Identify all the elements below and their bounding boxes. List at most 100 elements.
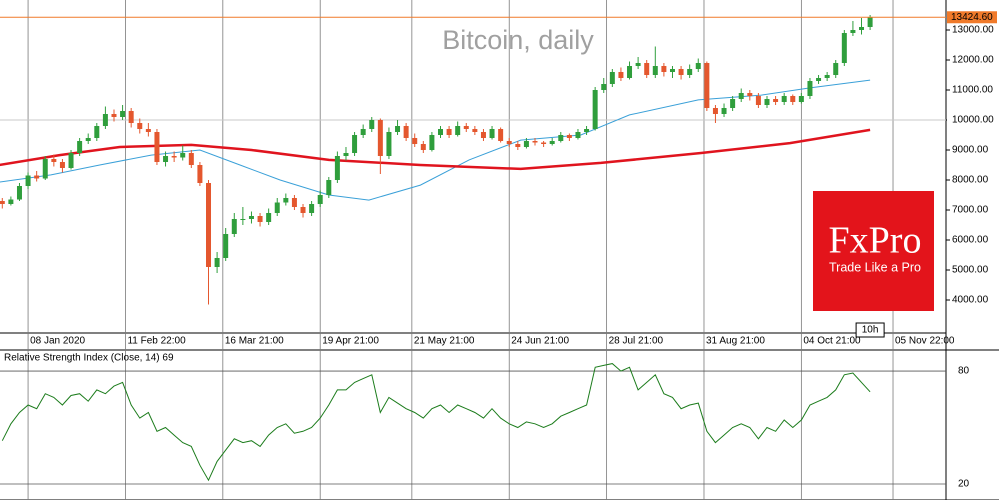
y-tick-label: 13000.00 xyxy=(952,25,994,36)
candle-body xyxy=(154,132,160,162)
candle-body xyxy=(163,156,169,162)
candle-body xyxy=(747,93,753,96)
candle-body xyxy=(403,126,409,138)
candle-body xyxy=(0,201,5,204)
candle-body xyxy=(94,126,100,138)
candle-body xyxy=(618,72,624,78)
candle-body xyxy=(480,132,486,138)
candle-body xyxy=(798,96,804,102)
candle-body xyxy=(455,126,461,135)
candle-body xyxy=(128,111,134,123)
timer-label: 10h xyxy=(862,325,879,336)
candle-body xyxy=(274,202,280,213)
candle-body xyxy=(644,63,650,75)
candle-body xyxy=(59,162,65,168)
candle-body xyxy=(334,156,340,180)
candle-body xyxy=(541,142,547,144)
candle-body xyxy=(807,81,813,96)
candle-body xyxy=(326,180,332,195)
candle-body xyxy=(446,129,452,135)
candle-body xyxy=(102,114,108,126)
x-tick-label: 21 May 21:00 xyxy=(414,336,475,347)
candle-body xyxy=(42,159,48,179)
candle-body xyxy=(833,63,839,75)
candle-body xyxy=(77,141,83,153)
candle-body xyxy=(841,33,847,63)
candle-body xyxy=(489,129,495,138)
candle-body xyxy=(704,63,710,108)
candle-body xyxy=(678,69,684,75)
last-price-label: 13424.60 xyxy=(951,12,993,23)
candle-body xyxy=(180,153,186,158)
candle-body xyxy=(412,138,418,144)
plot-layer xyxy=(0,0,946,500)
candle-body xyxy=(635,63,641,66)
candle-body xyxy=(206,183,212,267)
candle-body xyxy=(850,30,856,33)
candle-body xyxy=(145,129,151,132)
candle-body xyxy=(755,96,761,105)
candle-body xyxy=(584,129,590,132)
x-tick-label: 05 Nov 22:00 xyxy=(895,336,955,347)
candle-body xyxy=(68,153,74,168)
candle-body xyxy=(730,99,736,108)
candle-body xyxy=(266,213,272,222)
chart-title: Bitcoin, daily xyxy=(442,25,594,55)
candle-body xyxy=(773,99,779,102)
candle-body xyxy=(669,69,675,72)
y-tick-label: 12000.00 xyxy=(952,55,994,66)
candle-body xyxy=(652,66,658,75)
candle-body xyxy=(386,132,392,156)
candle-body xyxy=(300,207,306,213)
candle-body xyxy=(317,195,323,204)
level-label: 10000.00 xyxy=(952,115,994,126)
candle-body xyxy=(712,108,718,114)
y-tick-label: 4000.00 xyxy=(952,295,989,306)
candle-body xyxy=(790,96,796,102)
candle-body xyxy=(248,216,254,219)
candle-body xyxy=(429,135,435,150)
candle-body xyxy=(575,132,581,138)
candle-body xyxy=(51,159,57,162)
candle-body xyxy=(523,141,529,147)
logo-box xyxy=(813,191,934,311)
candle-body xyxy=(627,66,633,78)
candle-body xyxy=(197,165,203,183)
candle-body xyxy=(498,129,504,141)
candle-body xyxy=(369,120,375,129)
candle-body xyxy=(824,75,830,78)
candle-body xyxy=(16,186,22,200)
y-tick-label: 6000.00 xyxy=(952,235,989,246)
candle-body xyxy=(231,219,237,234)
candle-body xyxy=(188,153,194,165)
candle-body xyxy=(566,135,572,138)
candle-body xyxy=(781,96,787,102)
candle-body xyxy=(34,175,40,179)
y-tick-label: 20 xyxy=(958,479,970,490)
moving-average xyxy=(0,128,871,171)
candle-body xyxy=(463,126,469,129)
candle-body xyxy=(867,17,873,27)
candle-body xyxy=(420,144,426,150)
y-tick-label: 80 xyxy=(958,366,970,377)
candle-body xyxy=(687,69,693,75)
x-tick-label: 24 Jun 21:00 xyxy=(511,336,569,347)
candle-body xyxy=(85,138,91,141)
candle-body xyxy=(695,63,701,69)
x-tick-label: 19 Apr 21:00 xyxy=(322,336,379,347)
candle-body xyxy=(601,84,607,90)
candle-body xyxy=(721,108,727,114)
candle-body xyxy=(171,156,177,158)
candle-body xyxy=(549,141,555,144)
candle-body xyxy=(291,198,297,207)
logo-brand: FxPro xyxy=(829,220,922,262)
candle-body xyxy=(592,90,598,129)
candle-body xyxy=(532,141,538,143)
candle-body xyxy=(309,204,315,213)
candle-body xyxy=(377,120,383,156)
candle-body xyxy=(240,219,246,220)
candle-body xyxy=(257,216,263,222)
candle-body xyxy=(352,135,358,153)
